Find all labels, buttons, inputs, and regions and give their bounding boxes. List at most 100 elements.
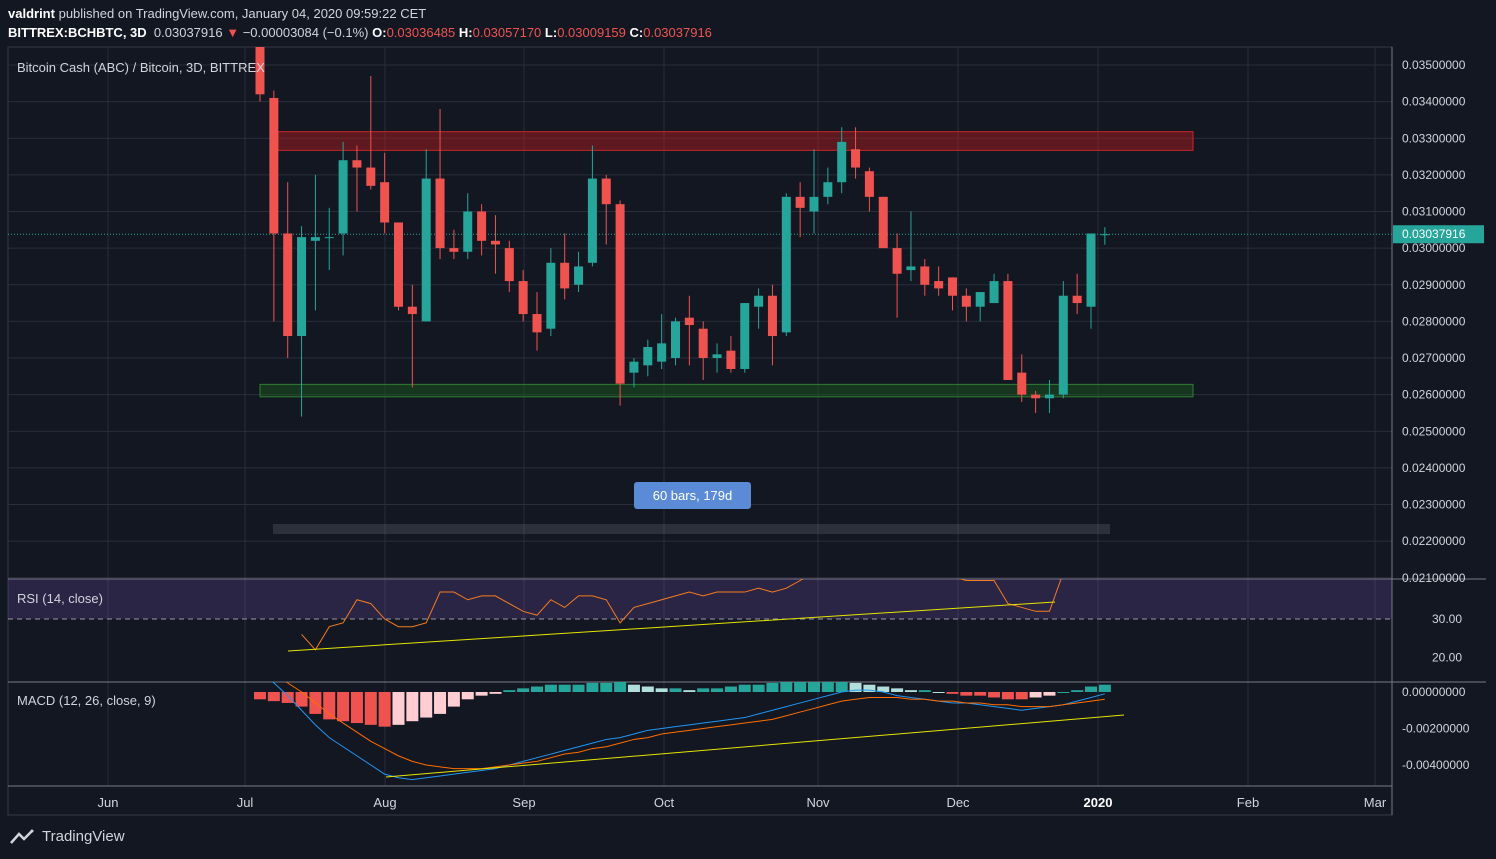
- macd-histogram-bar: [808, 682, 820, 692]
- published-text: published on TradingView.com, January 04…: [58, 6, 427, 21]
- macd-histogram-bar: [752, 684, 765, 692]
- time-axis-label: Nov: [806, 795, 830, 810]
- candle-body: [1003, 281, 1013, 380]
- macd-histogram-bar: [475, 692, 488, 696]
- candle-body: [504, 248, 514, 282]
- macd-histogram-bar: [891, 688, 904, 692]
- rsi-pane: [8, 579, 1392, 652]
- macd-histogram-bar: [960, 692, 973, 696]
- candle-body: [851, 149, 861, 168]
- macd-histogram-bar: [1057, 692, 1070, 693]
- price-tick-label: 0.02400000: [1402, 461, 1466, 475]
- low-value: 0.03009159: [557, 25, 626, 40]
- macd-histogram-bar: [1001, 692, 1014, 700]
- candle-body: [684, 317, 694, 326]
- candle-body: [477, 211, 487, 241]
- resistance-zone: [277, 131, 1194, 151]
- ohlc-legend: BITTREX:BCHBTC, 3D 0.03037916 ▼ −0.00003…: [8, 25, 712, 40]
- macd-histogram-bar: [406, 692, 419, 722]
- macd-histogram-bar: [544, 684, 557, 692]
- candle-body: [615, 204, 625, 384]
- high-label: H:: [458, 25, 473, 40]
- candle-body: [297, 237, 307, 337]
- macd-histogram-bar: [614, 682, 627, 692]
- macd-tick-label: -0.00200000: [1402, 722, 1470, 736]
- author-name[interactable]: valdrint: [8, 6, 55, 21]
- macd-histogram-bar: [849, 682, 862, 692]
- time-axis-label: Jul: [237, 795, 254, 810]
- candle-body: [380, 182, 390, 223]
- candle-body: [948, 277, 957, 296]
- candle-body: [712, 354, 722, 358]
- publish-info: valdrint published on TradingView.com, J…: [8, 6, 426, 21]
- candle-body: [934, 281, 944, 289]
- macd-histogram-bar: [461, 692, 474, 700]
- macd-histogram-bar: [434, 692, 447, 714]
- macd-histogram-bar: [766, 682, 779, 692]
- rsi-level-label: 20.00: [1432, 651, 1462, 665]
- macd-histogram-bar: [946, 692, 959, 694]
- macd-histogram-bar: [641, 686, 654, 692]
- candle-body: [657, 343, 667, 362]
- candle-body: [463, 211, 473, 252]
- candle-body: [1072, 295, 1082, 304]
- macd-histogram-bar: [724, 686, 737, 692]
- main-pane: [8, 47, 1392, 534]
- macd-histogram-bar: [627, 684, 640, 692]
- candle-body: [906, 266, 916, 271]
- time-axis-label: Dec: [946, 795, 970, 810]
- range-label-box: [634, 482, 751, 509]
- candle-body: [1044, 394, 1054, 399]
- candle-body: [255, 47, 265, 95]
- macd-histogram-bar: [378, 692, 391, 727]
- candle-body: [449, 248, 459, 252]
- macd-histogram-bar: [447, 692, 460, 707]
- candle-body: [338, 160, 348, 234]
- candle-body: [560, 262, 570, 289]
- price-tick-label: 0.02500000: [1402, 424, 1466, 438]
- candle-body: [283, 233, 293, 337]
- rsi-label: RSI (14, close): [17, 591, 103, 606]
- symbol-label: BITTREX:BCHBTC, 3D: [8, 25, 147, 40]
- candle-body: [490, 240, 500, 245]
- tradingview-logo[interactable]: TradingView: [10, 828, 125, 845]
- time-axis-label: Aug: [373, 795, 396, 810]
- candle-body: [795, 196, 805, 208]
- macd-histogram-bar: [821, 682, 834, 692]
- macd-histogram-bar: [1085, 686, 1097, 692]
- candle-body: [587, 178, 597, 263]
- candle-body: [989, 281, 999, 304]
- macd-histogram-bar: [669, 688, 682, 692]
- candle-body: [1086, 233, 1096, 307]
- macd-histogram-bar: [503, 690, 516, 692]
- time-axis-label: 2020: [1084, 795, 1113, 810]
- tradingview-brand: TradingView: [42, 828, 125, 845]
- macd-pane: [254, 682, 1125, 781]
- candle-body: [366, 167, 376, 186]
- candle-body: [823, 182, 833, 197]
- macd-histogram-bar: [794, 682, 807, 692]
- macd-label: MACD (12, 26, close, 9): [17, 693, 156, 708]
- macd-histogram-bar: [295, 692, 308, 707]
- price-tick-label: 0.02100000: [1402, 571, 1466, 585]
- price-tick-label: 0.02700000: [1402, 351, 1466, 365]
- macd-histogram-bar: [337, 692, 350, 722]
- down-arrow-icon: ▼: [226, 25, 240, 40]
- candle-body: [601, 178, 611, 205]
- macd-histogram-bar: [877, 686, 890, 692]
- price-tick-label: 0.03300000: [1402, 131, 1466, 145]
- macd-histogram-bar: [267, 692, 280, 702]
- macd-histogram-bar: [1098, 684, 1111, 692]
- macd-histogram-bar: [586, 682, 599, 692]
- rsi-trendline: [287, 601, 1056, 652]
- open-value: 0.03036485: [386, 25, 456, 40]
- macd-tick-label: -0.00400000: [1402, 758, 1470, 772]
- candle-body: [864, 171, 874, 197]
- candle-body: [698, 328, 708, 358]
- price-tick-label: 0.03200000: [1402, 168, 1466, 182]
- macd-histogram-bar: [904, 690, 917, 692]
- time-axis-label: Feb: [1237, 795, 1259, 810]
- chart-title: Bitcoin Cash (ABC) / Bitcoin, 3D, BITTRE…: [17, 60, 265, 75]
- candle-body: [629, 361, 639, 373]
